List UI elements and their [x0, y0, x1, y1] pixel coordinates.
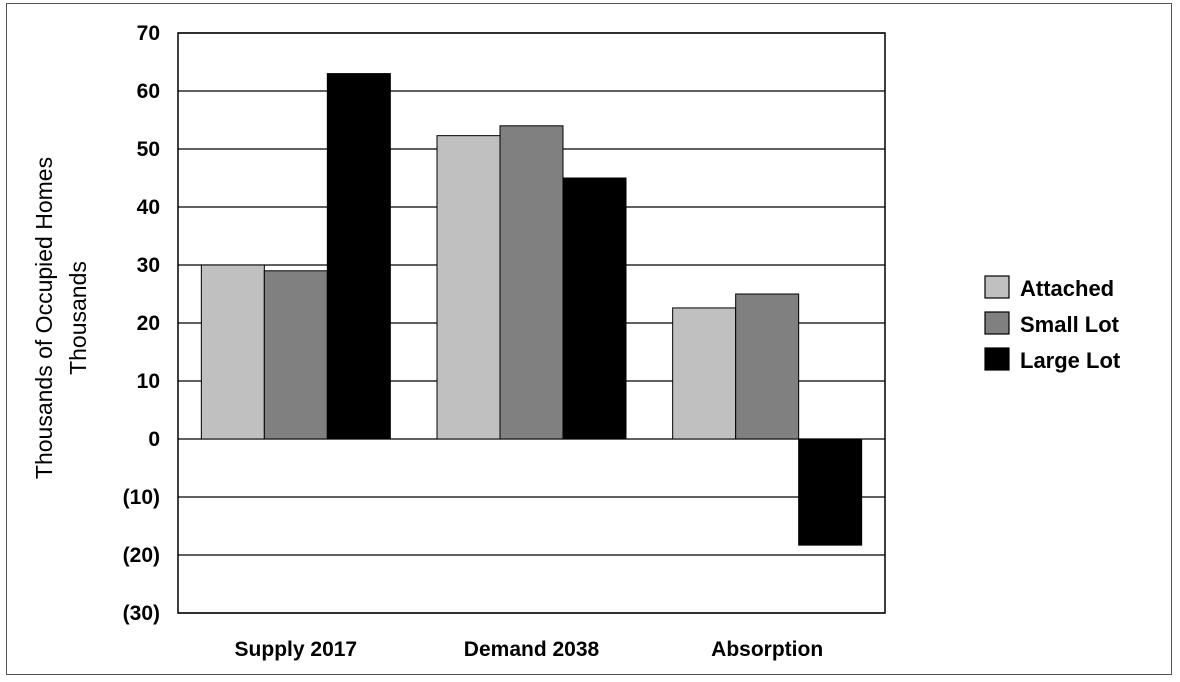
x-category-label: Absorption: [711, 638, 823, 661]
legend: Attached Small Lot Large Lot: [984, 275, 1121, 373]
bar-large-lot: [326, 73, 391, 440]
legend-label: Large Lot: [1020, 348, 1121, 373]
plot-area-border: [177, 32, 886, 614]
bar-attached: [436, 135, 501, 440]
y-tick-label: 30: [137, 254, 160, 277]
y-tick-label: 70: [137, 22, 160, 45]
y-tick-label: 40: [137, 196, 160, 219]
x-category-label: Supply 2017: [235, 638, 358, 661]
legend-swatch: [984, 311, 1010, 335]
y-tick-label: 10: [137, 370, 160, 393]
x-axis-category-labels: Supply 2017 Demand 2038 Absorption: [235, 638, 824, 661]
bars: [200, 73, 863, 546]
y-tick-label: 20: [137, 312, 160, 335]
y-tick-label: 60: [137, 80, 160, 103]
y-axis-subtitle: Thousands: [65, 261, 91, 375]
y-tick-label: 0: [148, 428, 160, 451]
bar-small-lot: [263, 270, 328, 440]
x-category-label: Demand 2038: [464, 638, 600, 661]
y-tick-label: (30): [123, 602, 160, 625]
bar-small-lot: [735, 293, 800, 440]
legend-label: Small Lot: [1020, 312, 1120, 337]
bar-large-lot: [562, 177, 627, 440]
bar-attached: [672, 307, 737, 440]
legend-swatch: [984, 275, 1010, 299]
y-axis-tick-labels: 70 60 50 40 30 20 10 0 (10) (20) (30): [123, 22, 160, 625]
y-axis-title: Thousands of Occupied Homes: [31, 157, 57, 479]
y-tick-label: (20): [123, 544, 160, 567]
bar-attached: [200, 264, 265, 440]
y-tick-label: (10): [123, 486, 160, 509]
y-tick-label: 50: [137, 138, 160, 161]
legend-swatch: [984, 347, 1010, 371]
bar-small-lot: [499, 125, 564, 440]
bar-large-lot: [798, 438, 863, 546]
legend-label: Attached: [1020, 276, 1114, 301]
